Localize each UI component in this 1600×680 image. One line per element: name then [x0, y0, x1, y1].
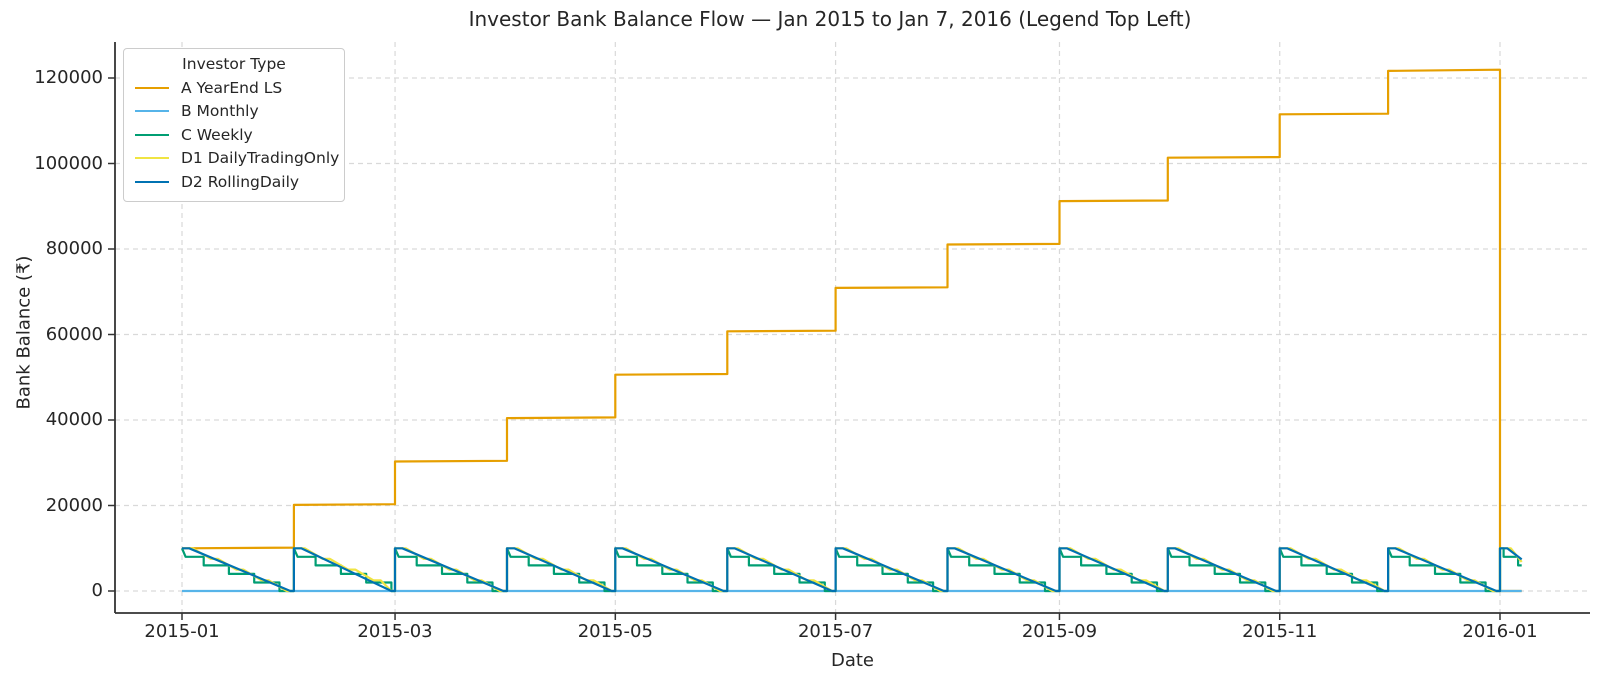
- series-line-a-yearend-ls: [181, 68, 1522, 593]
- legend-label: D2 RollingDaily: [181, 172, 300, 191]
- legend-title: Investor Type: [182, 55, 286, 73]
- legend-swatch-d2-rollingdaily: [135, 180, 169, 183]
- legend-label: A YearEnd LS: [181, 78, 283, 97]
- legend-items: A YearEnd LS B Monthly C Weekly D1 DailyTra…: [124, 76, 344, 194]
- y-tick-label: 60000: [45, 323, 103, 345]
- y-tick-label: 0: [91, 580, 103, 601]
- legend-swatch-c-weekly: [135, 133, 169, 136]
- legend-label: B Monthly: [181, 102, 259, 121]
- x-tick-label: 2015-05: [577, 621, 653, 642]
- legend-swatch-b-monthly: [135, 110, 169, 113]
- x-tick-label: 2015-03: [357, 621, 433, 642]
- series-line-c-weekly: [180, 547, 1522, 593]
- legend-item-b-monthly: B Monthly: [124, 100, 344, 124]
- legend-label: C Weekly: [181, 125, 253, 144]
- y-tick-label: 120000: [34, 67, 103, 88]
- series-line-d1-dailytradingonly: [182, 547, 1523, 593]
- y-tick-label: 80000: [45, 238, 103, 259]
- legend-swatch-d1-dailytradingonly: [135, 157, 169, 160]
- legend-item-a-yearend-ls: A YearEnd LS: [124, 76, 344, 100]
- chart-title: Investor Bank Balance Flow — Jan 2015 to…: [468, 7, 1192, 31]
- x-tick-label: 2015-01: [144, 621, 220, 642]
- legend: Investor Type A YearEnd LS B Monthly C Wee…: [123, 48, 345, 202]
- x-tick-label: 2015-07: [797, 621, 874, 642]
- y-tick-label: 20000: [45, 494, 103, 516]
- series-line-d2-rollingdaily: [182, 547, 1523, 593]
- x-tick-label: 2015-11: [1242, 621, 1318, 642]
- x-axis-label: Date: [830, 650, 875, 671]
- legend-item-c-weekly: C Weekly: [124, 123, 344, 147]
- legend-item-d2-rollingdaily: D2 RollingDaily: [124, 170, 344, 194]
- y-tick-label: 40000: [45, 409, 103, 430]
- legend-item-d1-dailytradingonly: D1 DailyTradingOnly: [124, 147, 344, 171]
- x-tick-label: 2016-01: [1462, 621, 1538, 642]
- y-tick-label: 100000: [34, 152, 103, 174]
- x-tick-label: 2015-09: [1021, 621, 1098, 642]
- legend-swatch-a-yearend-ls: [135, 86, 169, 89]
- legend-label: D1 DailyTradingOnly: [181, 149, 340, 168]
